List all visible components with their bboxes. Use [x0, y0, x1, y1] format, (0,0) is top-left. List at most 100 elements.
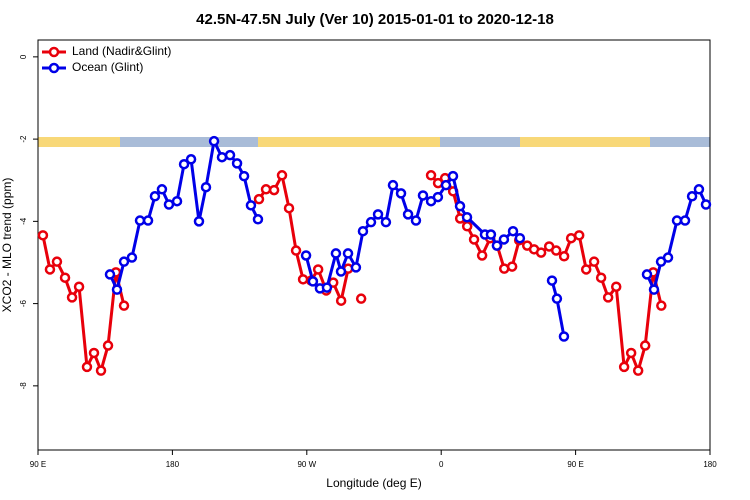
- point: [260, 184, 272, 195]
- point: [425, 170, 437, 181]
- point: [491, 240, 503, 251]
- point: [380, 216, 392, 228]
- point: [551, 293, 563, 304]
- series-line: [41, 173, 663, 373]
- x-axis-label: Longitude (deg E): [326, 476, 421, 490]
- point: [558, 251, 570, 262]
- point: [485, 229, 497, 240]
- point: [118, 300, 130, 311]
- point: [73, 281, 85, 292]
- chart-title: 42.5N-47.5N July (Ver 10) 2015-01-01 to …: [196, 11, 554, 28]
- point: [461, 211, 473, 223]
- point: [134, 215, 146, 226]
- point: [111, 284, 123, 295]
- y-tick-label: -8: [19, 382, 28, 390]
- y-axis-label: XCO2 - MLO trend (ppm): [0, 178, 14, 313]
- point: [268, 184, 280, 196]
- point: [81, 361, 93, 373]
- point: [506, 261, 518, 272]
- point: [387, 179, 399, 191]
- land-strip: [258, 137, 440, 147]
- point: [402, 209, 414, 220]
- point: [573, 230, 585, 241]
- point: [565, 232, 577, 244]
- plot-frame: [37, 39, 711, 451]
- x-tick-label: 0: [439, 460, 444, 469]
- point: [118, 256, 130, 267]
- point: [372, 209, 384, 220]
- point: [550, 245, 562, 256]
- point: [171, 195, 183, 207]
- point: [468, 234, 480, 245]
- point: [321, 282, 333, 293]
- point: [290, 245, 302, 256]
- point: [410, 215, 422, 226]
- point: [163, 199, 175, 210]
- point: [200, 181, 212, 193]
- y-tick-label: -2: [19, 135, 28, 143]
- point: [417, 190, 429, 201]
- point: [126, 252, 138, 263]
- point: [535, 247, 547, 258]
- point: [639, 340, 651, 351]
- point: [632, 365, 644, 376]
- point: [185, 154, 197, 165]
- point: [51, 256, 63, 267]
- point: [454, 200, 466, 212]
- point: [641, 269, 653, 280]
- point: [595, 272, 607, 283]
- point: [224, 149, 236, 161]
- point: [355, 293, 367, 304]
- y-tick-label: 0: [19, 54, 28, 59]
- point: [330, 248, 342, 259]
- point: [625, 347, 637, 359]
- point: [395, 188, 407, 199]
- point: [610, 281, 622, 292]
- point: [59, 272, 71, 283]
- point: [440, 179, 452, 191]
- point: [216, 151, 228, 163]
- point: [498, 234, 510, 245]
- legend-label: Ocean (Glint): [72, 60, 143, 74]
- point: [602, 292, 614, 303]
- point: [156, 184, 168, 195]
- point: [283, 202, 295, 214]
- point: [88, 347, 100, 359]
- point: [245, 200, 257, 211]
- point: [679, 215, 691, 226]
- point: [208, 135, 220, 147]
- x-tick-label: 180: [703, 460, 717, 469]
- land-ocean-strip: [38, 137, 710, 147]
- point: [193, 216, 205, 227]
- point: [149, 191, 161, 202]
- x-tick-label: 90 E: [30, 460, 46, 469]
- point: [447, 170, 459, 182]
- point: [476, 250, 488, 261]
- legend-marker: [48, 46, 60, 58]
- x-tick-label: 90 W: [297, 460, 316, 469]
- point: [66, 292, 78, 303]
- point: [300, 250, 312, 261]
- point: [588, 256, 600, 267]
- point: [514, 232, 526, 244]
- point: [276, 170, 288, 181]
- point: [357, 225, 369, 237]
- point: [104, 269, 116, 280]
- x-tick-label: 90 E: [567, 460, 583, 469]
- point: [580, 264, 592, 275]
- point: [432, 191, 444, 203]
- point: [365, 216, 377, 228]
- point: [142, 215, 154, 226]
- point: [656, 300, 667, 311]
- point: [671, 215, 683, 226]
- legend-label: Land (Nadir&Glint): [72, 44, 171, 58]
- point: [662, 252, 674, 263]
- point: [307, 276, 319, 287]
- y-tick-label: -6: [19, 299, 28, 307]
- point: [618, 361, 630, 373]
- point: [231, 158, 243, 169]
- point: [44, 264, 56, 275]
- point: [178, 158, 190, 170]
- land-strip: [520, 137, 650, 147]
